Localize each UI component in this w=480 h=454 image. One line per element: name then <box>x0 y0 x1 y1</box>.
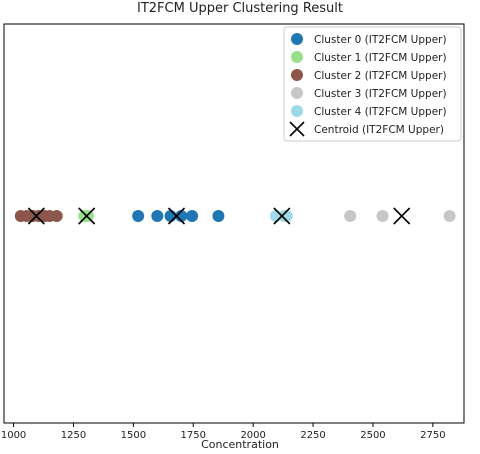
cluster-0-it2fcm-upper-point-1 <box>151 210 164 222</box>
legend-marker-cluster-1-it2fcm-upper <box>291 51 303 63</box>
plot-area <box>14 207 456 225</box>
legend-label-centroid-it2fcm-upper: Centroid (IT2FCM Upper) <box>314 124 444 136</box>
x-tick-label-2500: 2500 <box>360 430 385 441</box>
cluster-1-it2fcm-upper-point-1 <box>81 210 94 222</box>
legend-label-cluster-3-it2fcm-upper: Cluster 3 (IT2FCM Upper) <box>314 88 447 100</box>
centroid-marker-4 <box>393 207 411 225</box>
x-tick-label-1500: 1500 <box>121 430 146 441</box>
cluster-4-it2fcm-upper-point-2 <box>280 210 293 222</box>
cluster-0-it2fcm-upper-point-5 <box>212 210 225 222</box>
legend-marker-cluster-3-it2fcm-upper <box>291 87 303 99</box>
cluster-3-it2fcm-upper-point-2 <box>443 210 456 222</box>
x-tick-label-2250: 2250 <box>300 430 325 441</box>
cluster-2-it2fcm-upper-point-6 <box>50 210 63 222</box>
x-tick-label-1750: 1750 <box>181 430 206 441</box>
x-axis-label: Concentration <box>201 438 279 451</box>
chart-title: IT2FCM Upper Clustering Result <box>137 1 343 16</box>
legend-label-cluster-0-it2fcm-upper: Cluster 0 (IT2FCM Upper) <box>314 34 447 46</box>
centroid-marker-0 <box>27 207 45 225</box>
centroid-marker-3 <box>273 207 291 225</box>
cluster-0-it2fcm-upper-point-0 <box>132 210 145 222</box>
centroid-marker-2 <box>167 207 186 225</box>
centroid-marker-1 <box>78 207 96 225</box>
x-tick-label-2750: 2750 <box>420 430 445 441</box>
legend-marker-cluster-2-it2fcm-upper <box>291 69 303 81</box>
cluster-0-it2fcm-upper-point-4 <box>186 210 199 222</box>
x-axis: 1000 1250 1500 1750 2000 2250 2500 2750 <box>1 423 446 441</box>
x-tick-label-2000: 2000 <box>240 430 265 441</box>
legend-marker-cluster-4-it2fcm-upper <box>291 105 303 117</box>
legend-label-cluster-4-it2fcm-upper: Cluster 4 (IT2FCM Upper) <box>314 106 447 118</box>
x-tick-label-1250: 1250 <box>61 430 86 441</box>
legend: Cluster 0 (IT2FCM Upper) Cluster 1 (IT2FC… <box>283 26 462 142</box>
legend-marker-cluster-0-it2fcm-upper <box>291 33 303 45</box>
cluster-3-it2fcm-upper-point-1 <box>376 210 389 222</box>
cluster-3-it2fcm-upper-point-0 <box>344 210 357 222</box>
cluster-0-it2fcm-upper-point-2 <box>164 210 177 222</box>
plot-frame <box>3 23 465 424</box>
x-tick-label-1000: 1000 <box>1 430 26 441</box>
legend-marker-centroid <box>289 121 305 137</box>
legend-label-cluster-1-it2fcm-upper: Cluster 1 (IT2FCM Upper) <box>314 52 447 64</box>
legend-box <box>283 26 462 142</box>
cluster-0-it2fcm-upper-point-3 <box>175 210 188 222</box>
legend-label-cluster-2-it2fcm-upper: Cluster 2 (IT2FCM Upper) <box>314 70 447 82</box>
